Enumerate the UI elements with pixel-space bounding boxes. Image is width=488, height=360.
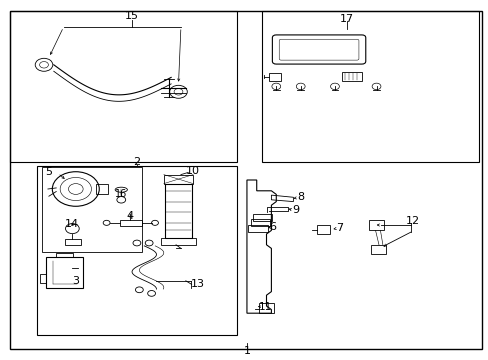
Bar [163, 175, 193, 184]
Text: 3: 3 [72, 276, 79, 286]
Text: 17: 17 [340, 14, 353, 24]
Bar [161, 238, 195, 245]
Bar [56, 253, 73, 257]
Bar [252, 214, 272, 221]
Bar [250, 219, 270, 226]
Text: 12: 12 [406, 216, 419, 226]
Bar [261, 11, 478, 162]
Bar [368, 220, 383, 230]
Text: 4: 4 [126, 211, 133, 221]
Text: 16: 16 [115, 189, 127, 199]
Bar [10, 11, 237, 162]
Text: 14: 14 [65, 219, 79, 229]
Bar [37, 166, 237, 335]
Bar [64, 239, 81, 245]
Bar [316, 225, 329, 234]
Bar [40, 274, 46, 283]
Text: 8: 8 [297, 192, 304, 202]
Bar [165, 184, 191, 238]
Text: 5: 5 [45, 167, 52, 177]
Text: 7: 7 [336, 222, 343, 233]
Text: 15: 15 [125, 11, 139, 21]
Text: 11: 11 [258, 302, 272, 312]
Text: 2: 2 [133, 157, 140, 167]
Bar [41, 167, 142, 252]
Bar [342, 72, 361, 81]
Bar [120, 220, 142, 226]
Text: 13: 13 [191, 279, 204, 289]
Bar [248, 225, 267, 232]
Bar [259, 303, 273, 313]
Text: 10: 10 [186, 166, 200, 176]
Bar [46, 257, 83, 288]
Text: 6: 6 [269, 222, 276, 232]
Bar [96, 184, 107, 194]
Bar [370, 245, 386, 254]
Bar [268, 73, 281, 81]
Text: 9: 9 [292, 204, 299, 215]
Text: 1: 1 [243, 346, 250, 356]
